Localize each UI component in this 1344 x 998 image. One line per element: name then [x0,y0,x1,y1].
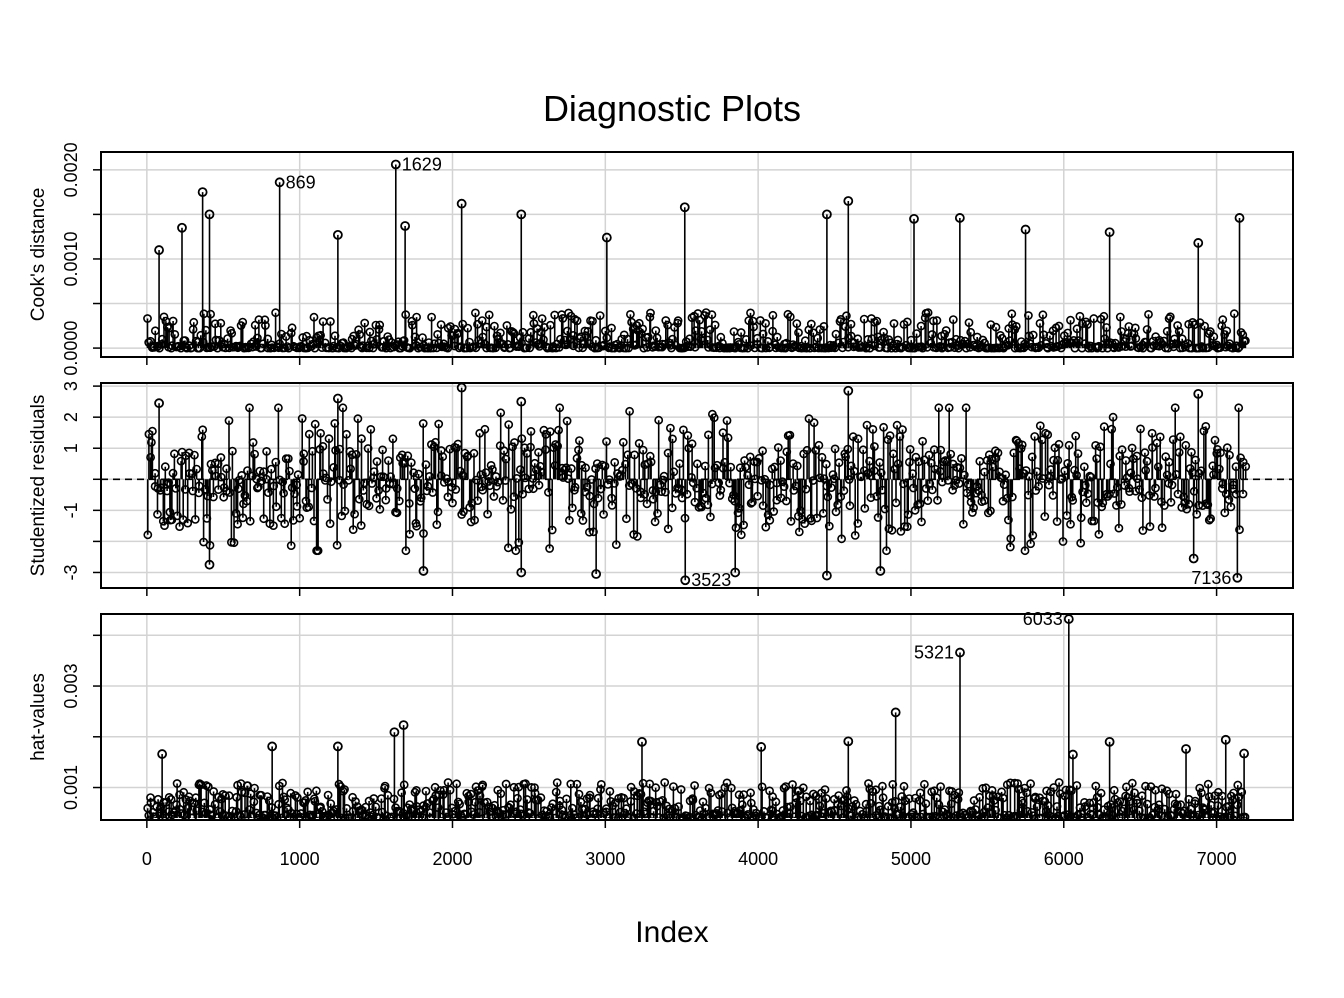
y-tick-label: 0.0010 [61,231,81,286]
point-label: 5321 [914,643,954,663]
data-point [1239,748,1249,759]
panel-cooks: 869 1629 0.0000 0.0010 0.0020 Cook's distance [28,142,1294,376]
y-axis-label: Studentized residuals [28,395,49,577]
data-point [390,159,401,170]
plot-area-cooks [143,159,1250,353]
point-label: 3523 [691,570,731,590]
x-tick-label: 1000 [280,849,320,869]
data-point [843,736,854,747]
chart-title: Diagnostic Plots [543,88,801,129]
data-point [875,566,886,576]
panel-rstudent: 3523 7136 -3 -1 1 2 3 Studentized residuals [28,381,1294,596]
data-point [332,741,343,752]
data-point [680,575,691,586]
data-point [1220,734,1231,745]
data-point [1104,736,1115,747]
data-point [1193,238,1204,248]
points-rstudent [143,403,1251,556]
x-tick-label: 3000 [585,849,625,869]
data-point [267,741,278,752]
y-tick-label: 0.0020 [61,142,81,197]
data-point [1193,388,1204,399]
data-point [398,720,409,731]
y-tick-label: 2 [61,412,81,422]
x-tick-label: 5000 [891,849,931,869]
data-point [1232,572,1243,583]
data-point [389,727,400,738]
data-point [456,198,467,209]
data-point [1181,744,1191,754]
data-point [1020,224,1031,235]
point-label: 7136 [1191,568,1231,588]
x-tick-label: 6000 [1044,849,1084,869]
panel-frame [100,151,1294,358]
data-point [157,749,168,759]
data-point [601,232,612,243]
point-label: 6033 [1023,609,1063,629]
data-point [1063,614,1074,624]
data-point [955,647,965,658]
data-point [154,398,164,409]
data-point [332,229,343,240]
data-point [821,209,832,220]
x-tick-label: 7000 [1197,849,1237,869]
data-point [730,567,741,578]
y-tick-label: 0.003 [61,664,81,709]
data-point [197,187,208,198]
plot-area-hat [143,614,1250,820]
points-hat [143,778,1250,820]
data-point [418,566,429,576]
data-point [591,569,602,579]
x-tick-label: 2000 [432,849,472,869]
y-tick-label: 0.0000 [61,321,81,376]
y-tick-label: -3 [61,564,81,580]
data-point [821,570,832,581]
data-point [843,196,854,206]
y-tick-label: 3 [61,381,81,391]
data-point [516,567,527,578]
data-point [516,209,527,220]
data-point [909,213,919,224]
data-point [332,393,343,404]
y-axis-label: Cook's distance [28,188,49,322]
points-cooks [143,308,1250,353]
x-tick-label: 4000 [738,849,778,869]
plot-area-rstudent [101,383,1293,586]
y-tick-label: 0.001 [61,765,81,810]
data-point [679,202,690,213]
x-axis-label: Index [635,916,708,949]
data-point [204,559,215,570]
x-tick-label: 0 [142,849,152,869]
data-point [756,742,767,752]
data-point [1234,213,1245,223]
panel-frame [100,613,1294,821]
panel-frame [100,382,1294,589]
data-point [400,221,411,231]
data-point [890,707,901,718]
y-axis-label: hat-values [28,673,49,761]
data-point [516,396,527,407]
point-label: 1629 [402,154,442,174]
data-point [1188,553,1199,564]
y-tick-label: 1 [61,443,81,453]
data-point [204,209,215,220]
data-point [954,213,965,223]
data-point [154,245,164,255]
y-tick-label: -1 [61,502,81,518]
point-label: 869 [286,172,316,192]
data-point [843,385,854,396]
data-point [274,177,285,188]
data-point [177,222,187,233]
data-point [1104,227,1115,238]
data-point [637,736,647,747]
panel-hat: 5321 6033 0.001 0.003 hat-values 0 1000 2000 300… [28,609,1294,869]
